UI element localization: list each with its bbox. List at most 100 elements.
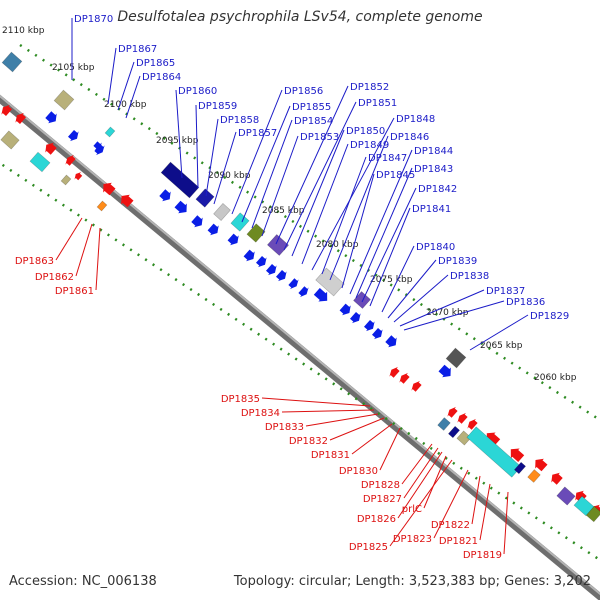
forward-gene-arrow <box>174 200 187 214</box>
gene-label-leader <box>281 409 375 413</box>
forward-gene-arrow <box>385 335 397 348</box>
gene-label-leader <box>379 427 401 471</box>
reverse-gene-arrow <box>399 372 410 384</box>
map-title: Desulfotalea psychrophila LSv54, complet… <box>117 9 483 25</box>
gene-label-leader <box>471 475 481 525</box>
feature-block-olive <box>246 223 266 243</box>
gene-label: DP1841 <box>412 204 451 215</box>
forward-gene-arrow <box>438 364 451 378</box>
gene-label: DP1847 <box>368 153 407 164</box>
gene-label: DP1843 <box>414 164 453 175</box>
gene-label: DP1863 <box>15 256 54 267</box>
reverse-gene-arrow <box>389 366 400 378</box>
gene-label-leader <box>369 207 411 307</box>
forward-gene-arrow <box>350 312 361 324</box>
gene-label: DP1819 <box>463 550 502 561</box>
gene-label-leader <box>175 89 183 179</box>
forward-gene-arrow <box>93 141 102 150</box>
reverse-gene-arrow <box>65 154 76 166</box>
gene-label-leader <box>305 413 379 427</box>
gene-label: DP1842 <box>418 184 457 195</box>
kbp-position-label: 2100 kbp <box>104 100 147 110</box>
reverse-gene-arrow <box>74 172 83 181</box>
kbp-position-label: 2075 kbp <box>370 275 413 285</box>
forward-gene-arrow <box>256 256 267 268</box>
gene-label: DP1858 <box>220 115 259 126</box>
gene-label-leader <box>341 173 375 289</box>
kbp-position-label: 2095 kbp <box>156 136 199 146</box>
gene-label-leader <box>283 101 357 251</box>
forward-gene-arrow <box>298 286 309 298</box>
gene-label: DP1855 <box>292 102 331 113</box>
forward-gene-arrow <box>313 288 328 302</box>
gene-label-leader <box>329 417 385 441</box>
reverse-gene-arrow <box>510 448 525 462</box>
forward-gene-arrow <box>266 264 277 276</box>
gene-label-leader <box>311 117 395 271</box>
gene-label-leader <box>301 143 349 265</box>
gene-label: DP1840 <box>416 242 455 253</box>
genome-backbone-highlight <box>0 94 600 596</box>
gene-label: DP1829 <box>530 311 569 322</box>
reverse-gene-arrow <box>103 182 116 196</box>
gene-label-leader <box>261 397 371 407</box>
forward-gene-arrow <box>207 223 219 236</box>
feature-block-cyan <box>29 151 51 173</box>
gene-label-leader <box>75 223 93 277</box>
gene-label-leader <box>403 447 439 499</box>
gene-label-leader <box>107 47 117 105</box>
feature-block-gray <box>213 202 231 222</box>
gene-label: DP1837 <box>486 286 525 297</box>
gene-label: DP1854 <box>294 116 333 127</box>
gene-label-leader <box>503 491 509 555</box>
feature-block-cyan <box>573 495 595 517</box>
gene-label: DP1864 <box>142 72 181 83</box>
gene-label-leader <box>241 105 291 223</box>
gene-label-leader <box>321 156 367 275</box>
gene-label-leader <box>251 119 293 229</box>
gene-label-leader <box>433 469 469 539</box>
gene-label: DP1828 <box>361 480 400 491</box>
gene-label: DP1851 <box>358 98 397 109</box>
forward-gene-arrow <box>276 270 287 282</box>
gene-label: DP1853 <box>300 132 339 143</box>
gene-label-leader <box>275 85 349 245</box>
gene-label: DP1834 <box>241 408 280 419</box>
gene-label: prlC <box>402 504 422 515</box>
kbp-position-label: 2085 kbp <box>262 206 305 216</box>
gene-label: DP1846 <box>390 132 429 143</box>
gene-label: DP1826 <box>357 514 396 525</box>
gene-label-leader <box>469 314 529 351</box>
kbp-position-label: 2060 kbp <box>534 373 577 383</box>
forward-gene-arrow <box>372 328 383 340</box>
kbp-position-label: 2110 kbp <box>2 26 45 36</box>
gene-label: DP1823 <box>393 534 432 545</box>
accession-text: Accession: NC_006138 <box>9 574 157 589</box>
gene-label-leader <box>195 104 199 189</box>
feature-block-cyan <box>466 426 522 478</box>
kbp-position-label: 2090 kbp <box>208 171 251 181</box>
gene-label: DP1850 <box>346 126 385 137</box>
feature-block-steelblue <box>1 51 23 73</box>
gene-label: DP1822 <box>431 520 470 531</box>
gene-label-leader <box>95 227 101 291</box>
reverse-gene-arrow <box>486 432 501 446</box>
gene-label-leader <box>397 451 443 519</box>
forward-gene-arrow <box>227 233 239 246</box>
forward-gene-arrow <box>68 130 79 142</box>
gene-label-leader <box>291 129 345 257</box>
reverse-gene-arrow <box>447 406 458 418</box>
gene-label-leader <box>213 131 237 205</box>
gene-label-leader <box>401 443 433 485</box>
gene-label-leader <box>261 135 299 237</box>
gene-label: DP1861 <box>55 286 94 297</box>
feature-block-cyan <box>230 212 250 232</box>
gene-label: DP1833 <box>265 422 304 433</box>
feature-block-navy <box>160 161 200 199</box>
reverse-gene-arrow <box>15 112 26 124</box>
gene-label: DP1835 <box>221 394 260 405</box>
feature-block-violet <box>353 291 371 309</box>
forward-gene-arrow <box>45 111 57 124</box>
gene-label: DP1852 <box>350 82 389 93</box>
feature-block-gray <box>315 267 345 297</box>
